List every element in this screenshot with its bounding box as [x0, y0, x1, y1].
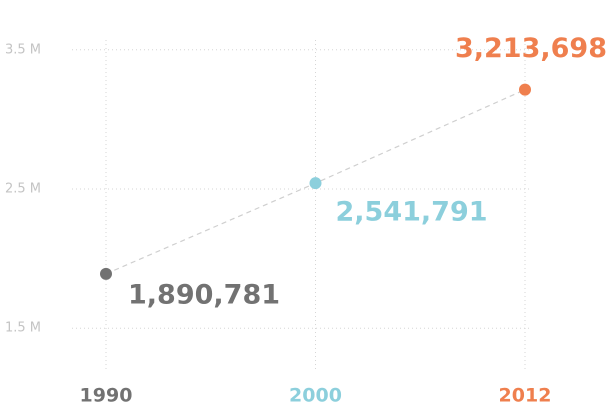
y-tick-label: 2.5 M: [5, 182, 41, 197]
value-label: 2,541,791: [336, 197, 488, 228]
point: [519, 83, 531, 96]
y-tick-label: 1.5 M: [5, 321, 41, 336]
y-tick-label: 3.5 M: [5, 42, 41, 57]
point: [100, 267, 112, 280]
value-label: 3,213,698: [455, 33, 607, 64]
value-label: 1,890,781: [128, 279, 280, 310]
x-tick-label: 2012: [499, 385, 552, 407]
point: [309, 177, 322, 190]
x-tick-label: 2000: [289, 385, 342, 407]
x-tick-label: 1990: [80, 385, 133, 407]
